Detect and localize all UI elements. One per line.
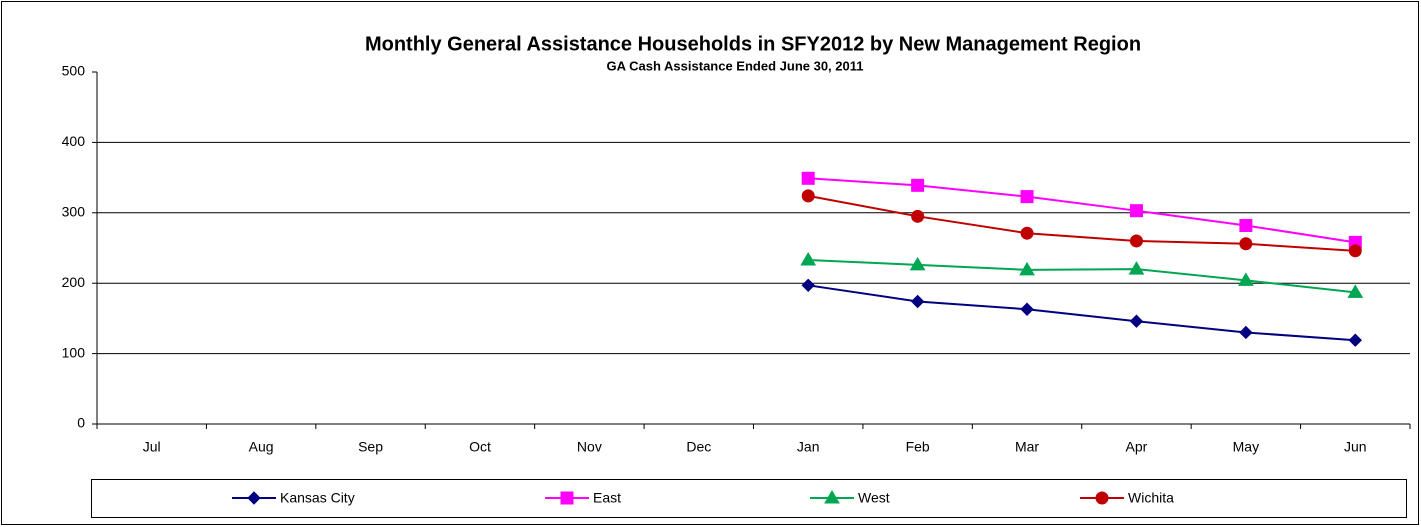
data-point [1239,325,1253,340]
x-tick-label: Apr [1126,439,1148,455]
legend-marker [560,491,574,505]
legend-label: West [858,490,890,506]
legend-label: Kansas City [280,490,355,506]
series-line [808,194,1356,252]
y-tick-label: 100 [62,344,86,360]
data-point [1020,226,1034,240]
series-line [808,258,1356,294]
x-tick-label: Feb [906,439,930,455]
y-tick-label: 400 [62,133,86,149]
data-point [909,256,926,271]
legend-label: Wichita [1128,490,1174,506]
x-tick-label: Aug [249,439,274,455]
data-point [1129,314,1144,328]
data-point [801,278,815,293]
data-point [1128,261,1145,275]
data-point [1348,333,1362,347]
y-tick-label: 200 [62,274,86,290]
legend-marker [247,491,261,505]
x-tick-label: Nov [577,439,602,455]
y-tick-label: 300 [62,204,86,220]
legend-box [91,479,1407,518]
x-tick-label: Dec [686,439,711,455]
legend-label: East [593,490,621,506]
data-point [1129,234,1143,248]
chart-subtitle: GA Cash Assistance Ended June 30, 2011 [607,58,864,73]
data-point [911,209,925,223]
data-point [1239,218,1253,232]
data-point [801,189,815,203]
x-tick-label: Sep [358,439,383,455]
chart-title: Monthly General Assistance Households in… [365,33,1141,55]
y-tick-label: 0 [77,415,85,431]
data-point [910,294,925,309]
x-tick-label: May [1233,439,1259,455]
data-point [1019,261,1035,276]
x-tick-label: Mar [1015,439,1039,455]
y-tick-label: 500 [62,63,86,79]
data-point [1348,244,1362,258]
legend-marker [824,490,840,504]
data-point [1347,284,1364,298]
data-point [1020,190,1034,204]
legend-marker [1095,491,1109,505]
data-point [800,251,817,266]
data-point [1238,272,1254,286]
data-point [1129,204,1143,218]
data-point [911,178,925,192]
x-tick-label: Jul [143,439,161,455]
data-point [801,171,815,185]
series-line [808,177,1356,244]
x-tick-label: Jun [1344,439,1367,455]
data-point [1020,302,1034,316]
x-tick-label: Jan [797,439,820,455]
data-point [1239,237,1253,251]
series-line [808,284,1356,342]
x-tick-label: Oct [469,439,491,455]
